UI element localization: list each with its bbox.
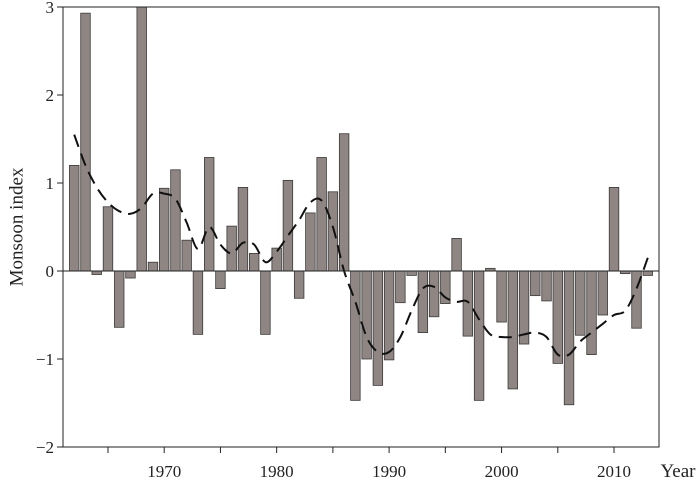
bar-1977: [237, 186, 249, 272]
x-tick-label: 1980: [260, 462, 294, 481]
bar-2009: [597, 270, 608, 316]
y-axis-title: Monsoon index: [6, 167, 27, 286]
bar-1970: [159, 187, 170, 272]
bar-1973: [192, 270, 204, 335]
bar-1981: [282, 179, 294, 272]
bar-1990: [383, 270, 395, 361]
bar-1975: [215, 270, 226, 290]
bar-2013: [642, 270, 653, 276]
bar-1969: [147, 261, 159, 272]
bar-1982: [293, 270, 305, 299]
bar-1992: [406, 270, 417, 276]
bar-1988: [361, 270, 372, 360]
bar-1984: [316, 157, 327, 272]
bar-1962: [69, 164, 80, 272]
bar-1985: [327, 191, 339, 272]
plot-frame: [62, 6, 660, 448]
bar-1997: [462, 270, 474, 337]
bar-2000: [496, 270, 507, 323]
y-tick-label: 3: [46, 0, 55, 17]
bar-1976: [226, 225, 237, 272]
bar-2004: [541, 270, 552, 302]
y-tick-label: −1: [36, 350, 54, 369]
bar-1979: [260, 270, 271, 335]
bar-1965: [102, 206, 114, 272]
y-tick-label: 1: [46, 174, 55, 193]
x-tick-label: 2000: [485, 462, 519, 481]
bar-1978: [248, 252, 260, 272]
bar-1993: [417, 270, 429, 333]
bar-2007: [575, 270, 586, 336]
bar-2006: [563, 270, 575, 406]
smoothed-dashed-line: [73, 134, 649, 358]
bar-2001: [507, 270, 518, 390]
x-tick-label: 1970: [147, 462, 181, 481]
bar-2008: [586, 270, 597, 355]
bar-1996: [451, 238, 462, 272]
x-tick-label: 2010: [597, 462, 631, 481]
x-axis-title: Year: [660, 461, 696, 482]
bar-2003: [530, 270, 541, 297]
bar-1980: [271, 247, 282, 272]
bar-1967: [125, 270, 136, 279]
bar-1963: [80, 12, 91, 272]
bar-1983: [305, 212, 316, 272]
bar-1994: [428, 270, 440, 318]
y-tick-label: 2: [46, 86, 55, 105]
bar-1986: [338, 133, 350, 272]
bar-1998: [473, 270, 485, 401]
x-axis-ticks: 1970 1980 1990 2000 2010: [107, 447, 631, 481]
bars-group: [69, 6, 653, 406]
y-tick-label: −2: [36, 438, 54, 457]
y-axis-ticks: −2 −1 0 1 2 3: [36, 0, 63, 457]
bar-2010: [608, 186, 620, 272]
bar-1968: [136, 6, 147, 272]
bar-1971: [170, 169, 181, 272]
bar-1964: [91, 270, 102, 275]
bar-1989: [372, 270, 384, 386]
bar-1974: [204, 157, 215, 272]
x-tick-label: 1990: [372, 462, 406, 481]
bar-1966: [114, 270, 125, 328]
bar-1972: [181, 239, 192, 272]
y-tick-label: 0: [46, 262, 55, 281]
bar-1991: [395, 270, 406, 304]
